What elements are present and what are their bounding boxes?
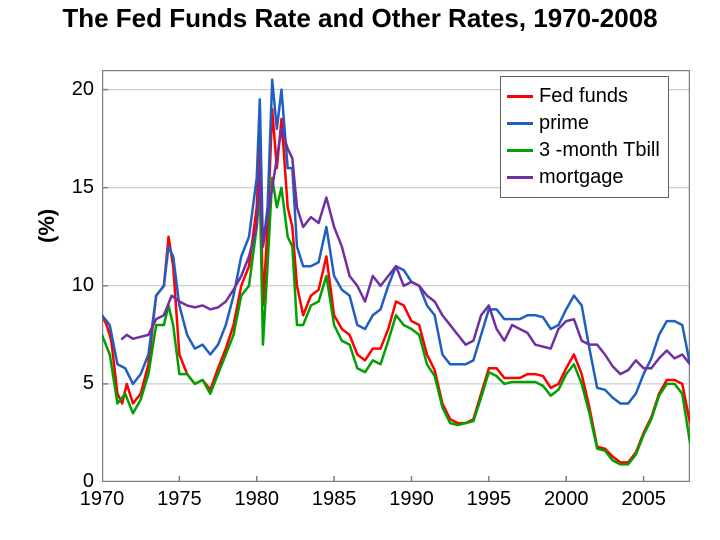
legend-swatch (507, 95, 533, 98)
legend: Fed funds prime 3 -month Tbill mortgage (500, 76, 669, 198)
x-tick-label: 1975 (149, 488, 209, 511)
legend-item: prime (507, 112, 660, 135)
y-tick-label: 5 (54, 372, 94, 395)
legend-item: 3 -month Tbill (507, 139, 660, 162)
legend-swatch (507, 176, 533, 179)
x-tick-label: 2005 (614, 488, 674, 511)
chart-title: The Fed Funds Rate and Other Rates, 1970… (0, 4, 720, 34)
x-tick-label: 1980 (227, 488, 287, 511)
legend-swatch (507, 149, 533, 152)
y-tick-label: 20 (54, 78, 94, 101)
x-tick-label: 1985 (304, 488, 364, 511)
legend-swatch (507, 122, 533, 125)
x-tick-label: 1990 (381, 488, 441, 511)
legend-label: 3 -month Tbill (539, 139, 660, 162)
y-tick-label: 15 (54, 176, 94, 199)
legend-label: Fed funds (539, 85, 628, 108)
legend-item: mortgage (507, 166, 660, 189)
legend-item: Fed funds (507, 85, 660, 108)
legend-label: prime (539, 112, 589, 135)
y-axis-label: (%) (34, 209, 60, 243)
x-tick-label: 1995 (459, 488, 519, 511)
x-tick-label: 1970 (72, 488, 132, 511)
y-tick-label: 10 (54, 274, 94, 297)
legend-label: mortgage (539, 166, 624, 189)
chart-container: { "title": "The Fed Funds Rate and Other… (0, 0, 720, 540)
x-tick-label: 2000 (536, 488, 596, 511)
